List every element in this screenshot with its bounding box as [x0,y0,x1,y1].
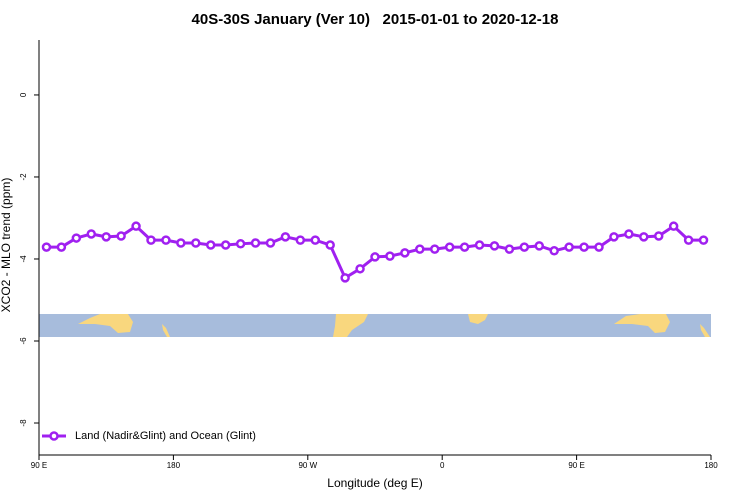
data-point [668,221,679,231]
data-point [579,242,589,252]
data-point [444,242,455,252]
data-point [370,252,380,262]
data-point [594,242,604,252]
y-tick-label: -4 [19,255,28,263]
data-point [116,231,126,241]
data-point [564,242,574,252]
data-point [265,238,276,248]
data-point [131,221,141,231]
x-tick-label: 180 [167,461,181,470]
data-point [474,240,485,250]
legend-label: Land (Nadir&Glint) and Ocean (Glint) [75,430,256,442]
data-point [639,232,649,242]
data-point [41,242,52,252]
data-point [519,242,530,252]
x-tick-label: 90 W [298,461,317,470]
x-tick-label: 90 E [31,461,47,470]
data-point [400,248,410,258]
x-axis-label: Longitude (deg E) [327,476,422,490]
data-point [176,238,186,248]
data-line [46,224,704,281]
data-point [250,238,261,248]
data-point [415,244,425,254]
data-point [56,242,67,252]
y-tick-label: 0 [19,92,28,97]
data-point [325,240,335,250]
data-point [534,241,545,251]
chart-title: 40S-30S January (Ver 10) 2015-01-01 to 2… [192,11,559,28]
data-point [385,251,395,261]
data-point [235,239,246,249]
x-tick-label: 90 E [568,461,584,470]
data-point [429,244,440,254]
y-tick-label: -8 [19,419,28,427]
data-point [504,244,515,254]
y-axis-label: XCO2 - MLO trend (ppm) [0,178,13,313]
x-tick-label: 0 [440,461,445,470]
data-point [86,229,97,239]
data-point [220,240,231,250]
data-point [161,235,171,245]
map-strip [39,314,711,337]
data-point [698,235,709,245]
legend-marker [49,431,59,441]
data-point [624,229,634,239]
data-point [489,241,500,251]
data-point [191,238,201,248]
data-point [683,235,694,245]
data-point [295,235,306,245]
data-point [549,246,559,256]
data-point [280,232,291,242]
data-point [609,232,619,242]
data-point [459,242,470,252]
y-tick-label: -6 [19,337,28,345]
data-point [101,232,111,242]
x-tick-label: 180 [704,461,718,470]
data-point [205,240,216,250]
data-point [146,235,156,245]
legend: Land (Nadir&Glint) and Ocean (Glint) [42,430,256,442]
data-point [71,233,82,243]
y-tick-label: -2 [19,173,28,181]
data-point [310,235,321,245]
data-point [653,231,664,241]
data-point [355,264,365,274]
data-point [340,273,350,283]
